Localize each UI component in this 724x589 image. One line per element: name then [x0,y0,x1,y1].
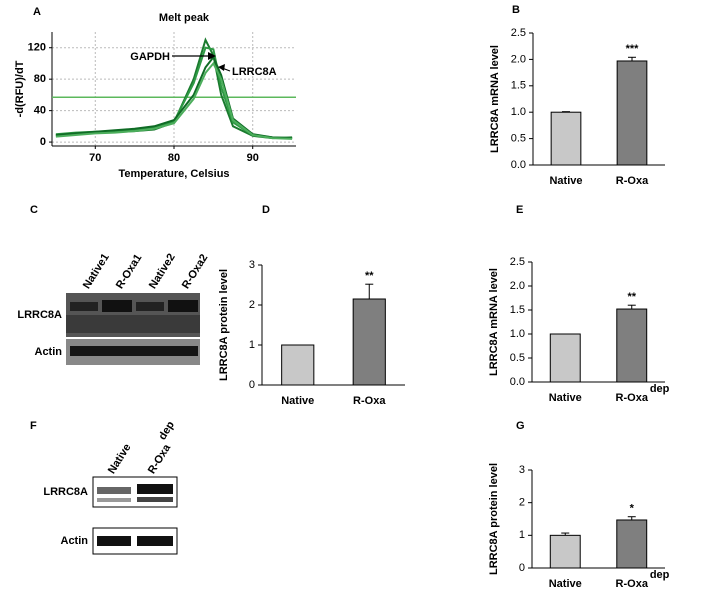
bar [549,534,581,569]
band [137,536,173,546]
panel-letter: D [262,204,270,216]
y-tick-label: 2.5 [511,27,526,39]
x-tick-label: 80 [168,152,180,164]
band [70,346,198,356]
x-tick-label: Native [281,395,314,407]
row-label: LRRC8A [43,486,88,498]
band [70,302,98,311]
x-tick-label: R-Oxa [616,175,649,187]
y-tick-label: 0 [519,562,525,574]
y-tick-label: 0 [40,136,46,148]
y-tick-label: 1 [249,339,255,351]
bar [616,60,648,166]
band [97,498,131,502]
y-tick-label: 2 [519,497,525,509]
y-tick-label: 1.0 [511,106,526,118]
band [136,302,164,311]
annotation: GAPDH [130,51,170,63]
significance-label: * [630,503,635,515]
melt-curve [55,61,293,140]
y-tick-label: 2.5 [510,256,525,268]
blot-c [66,293,200,365]
bar [616,519,648,569]
y-axis-label: LRRC8A mRNA level [489,45,501,153]
bar [550,111,582,166]
y-tick-label: 0.5 [510,352,525,364]
band [137,497,173,502]
y-axis-label: LRRC8A protein level [488,463,500,575]
x-tick-label: 70 [89,152,101,164]
y-tick-label: 3 [519,464,525,476]
lane-label: R-Oxa2 [180,252,211,291]
y-tick-label: 1 [519,529,525,541]
y-axis-label: LRRC8A mRNA level [488,268,500,376]
panel-letter: A [33,6,41,18]
band [168,300,198,312]
y-tick-label: 0.5 [511,133,526,145]
bar [616,308,648,383]
bar [549,333,581,383]
lane-label: Native [106,442,134,476]
band [102,300,132,312]
row-label: LRRC8A [17,309,62,321]
y-tick-label: 1.5 [510,304,525,316]
y-tick-label: 1.5 [511,80,526,92]
arrowhead [208,52,216,60]
arrowhead [218,64,225,71]
y-axis-label: LRRC8A protein level [218,269,230,381]
lane-superscript: dep [156,419,177,442]
x-tick-label: Native [549,392,582,404]
y-tick-label: 0.0 [510,376,525,388]
y-tick-label: 80 [34,73,46,85]
panel-letter: B [512,4,520,16]
x-axis-label: Temperature, Celsius [118,168,229,180]
panel-letter: F [30,420,37,432]
significance-label: *** [626,43,640,55]
bar [281,344,315,386]
row-label: Actin [35,346,63,358]
x-tick-label: 90 [247,152,259,164]
y-tick-label: 3 [249,259,255,271]
significance-label: ** [365,270,374,282]
y-axis-label: -d(RFU)/dT [14,60,26,117]
x-tick-label: R-Oxa [353,395,386,407]
y-tick-label: 2.0 [510,280,525,292]
x-tick-label: R-Oxa [616,392,649,404]
y-tick-label: 2.0 [511,53,526,65]
x-tick-label: Native [549,578,582,589]
x-tick-label: Native [549,175,582,187]
x-tick-label: R-Oxa [616,578,649,589]
band [97,487,131,494]
x-tick-superscript: dep [650,383,670,395]
panel-letter: E [516,204,523,216]
significance-label: ** [627,291,636,303]
lane-label: Native2 [147,252,178,292]
y-tick-label: 2 [249,299,255,311]
annotation: LRRC8A [232,66,277,78]
x-tick-superscript: dep [650,569,670,581]
band [137,484,173,494]
lane-label: R-Oxa1 [114,252,145,291]
lane-label: Native1 [81,252,112,292]
band [66,315,200,333]
chart-title: Melt peak [159,12,210,24]
y-tick-label: 120 [28,42,46,54]
lane-label: R-Oxa [146,442,174,477]
y-tick-label: 0.0 [511,159,526,171]
row-label: Actin [61,535,89,547]
band [97,536,131,546]
y-tick-label: 1.0 [510,328,525,340]
panel-letter: G [516,420,525,432]
y-tick-label: 0 [249,379,255,391]
blot-f [92,476,178,555]
y-tick-label: 40 [34,105,46,117]
panel-letter: C [30,204,38,216]
bar [352,298,386,386]
